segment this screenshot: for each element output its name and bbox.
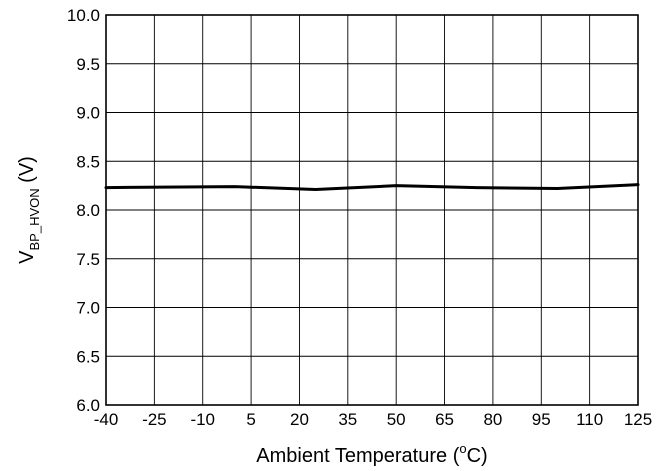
y-axis-title-subscript: BP_HVON xyxy=(27,188,42,250)
x-axis-unit-open: ( xyxy=(447,445,460,467)
x-tick-label: 95 xyxy=(532,410,551,429)
x-tick-label: 20 xyxy=(290,410,309,429)
x-tick-label: 125 xyxy=(624,410,652,429)
y-tick-label: 6.0 xyxy=(76,396,100,415)
x-tick-label: 80 xyxy=(483,410,502,429)
y-tick-label: 7.0 xyxy=(76,299,100,318)
series-line xyxy=(104,183,640,192)
x-tick-label: 110 xyxy=(576,410,603,429)
y-axis-title-unit: (V) xyxy=(16,156,38,188)
x-tick-label: 65 xyxy=(435,410,454,429)
y-tick-label: 10.0 xyxy=(67,6,100,25)
x-axis-title: Ambient Temperature (oC) xyxy=(256,441,487,467)
plot-area-frame xyxy=(105,14,639,406)
y-tick-label: 8.0 xyxy=(76,201,100,220)
y-tick-label: 9.0 xyxy=(76,104,100,123)
x-tick-label: 50 xyxy=(387,410,406,429)
x-tick-label: -40 xyxy=(94,410,119,429)
grid xyxy=(105,14,639,406)
x-axis-tick-labels: -40 -25 -10 5 20 35 50 65 80 95 110 125 xyxy=(94,410,652,429)
x-axis-title-text: Ambient Temperature xyxy=(256,445,447,467)
x-tick-label: -25 xyxy=(142,410,167,429)
x-tick-label: 5 xyxy=(246,410,255,429)
y-axis-title-main: V xyxy=(16,250,38,264)
y-tick-label: 9.5 xyxy=(76,55,100,74)
x-axis-unit-close: C) xyxy=(467,445,488,467)
y-axis-tick-labels: 6.0 6.5 7.0 7.5 8.0 8.5 9.0 9.5 10.0 xyxy=(67,6,100,415)
y-tick-label: 7.5 xyxy=(76,250,100,269)
y-axis-title: VBP_HVON (V) xyxy=(16,156,42,264)
series-layer xyxy=(104,183,640,192)
y-tick-label: 8.5 xyxy=(76,152,100,171)
x-tick-label: 35 xyxy=(338,410,357,429)
x-axis-unit-superscript: o xyxy=(459,441,466,456)
x-tick-label: -10 xyxy=(190,410,215,429)
y-tick-label: 6.5 xyxy=(76,347,100,366)
